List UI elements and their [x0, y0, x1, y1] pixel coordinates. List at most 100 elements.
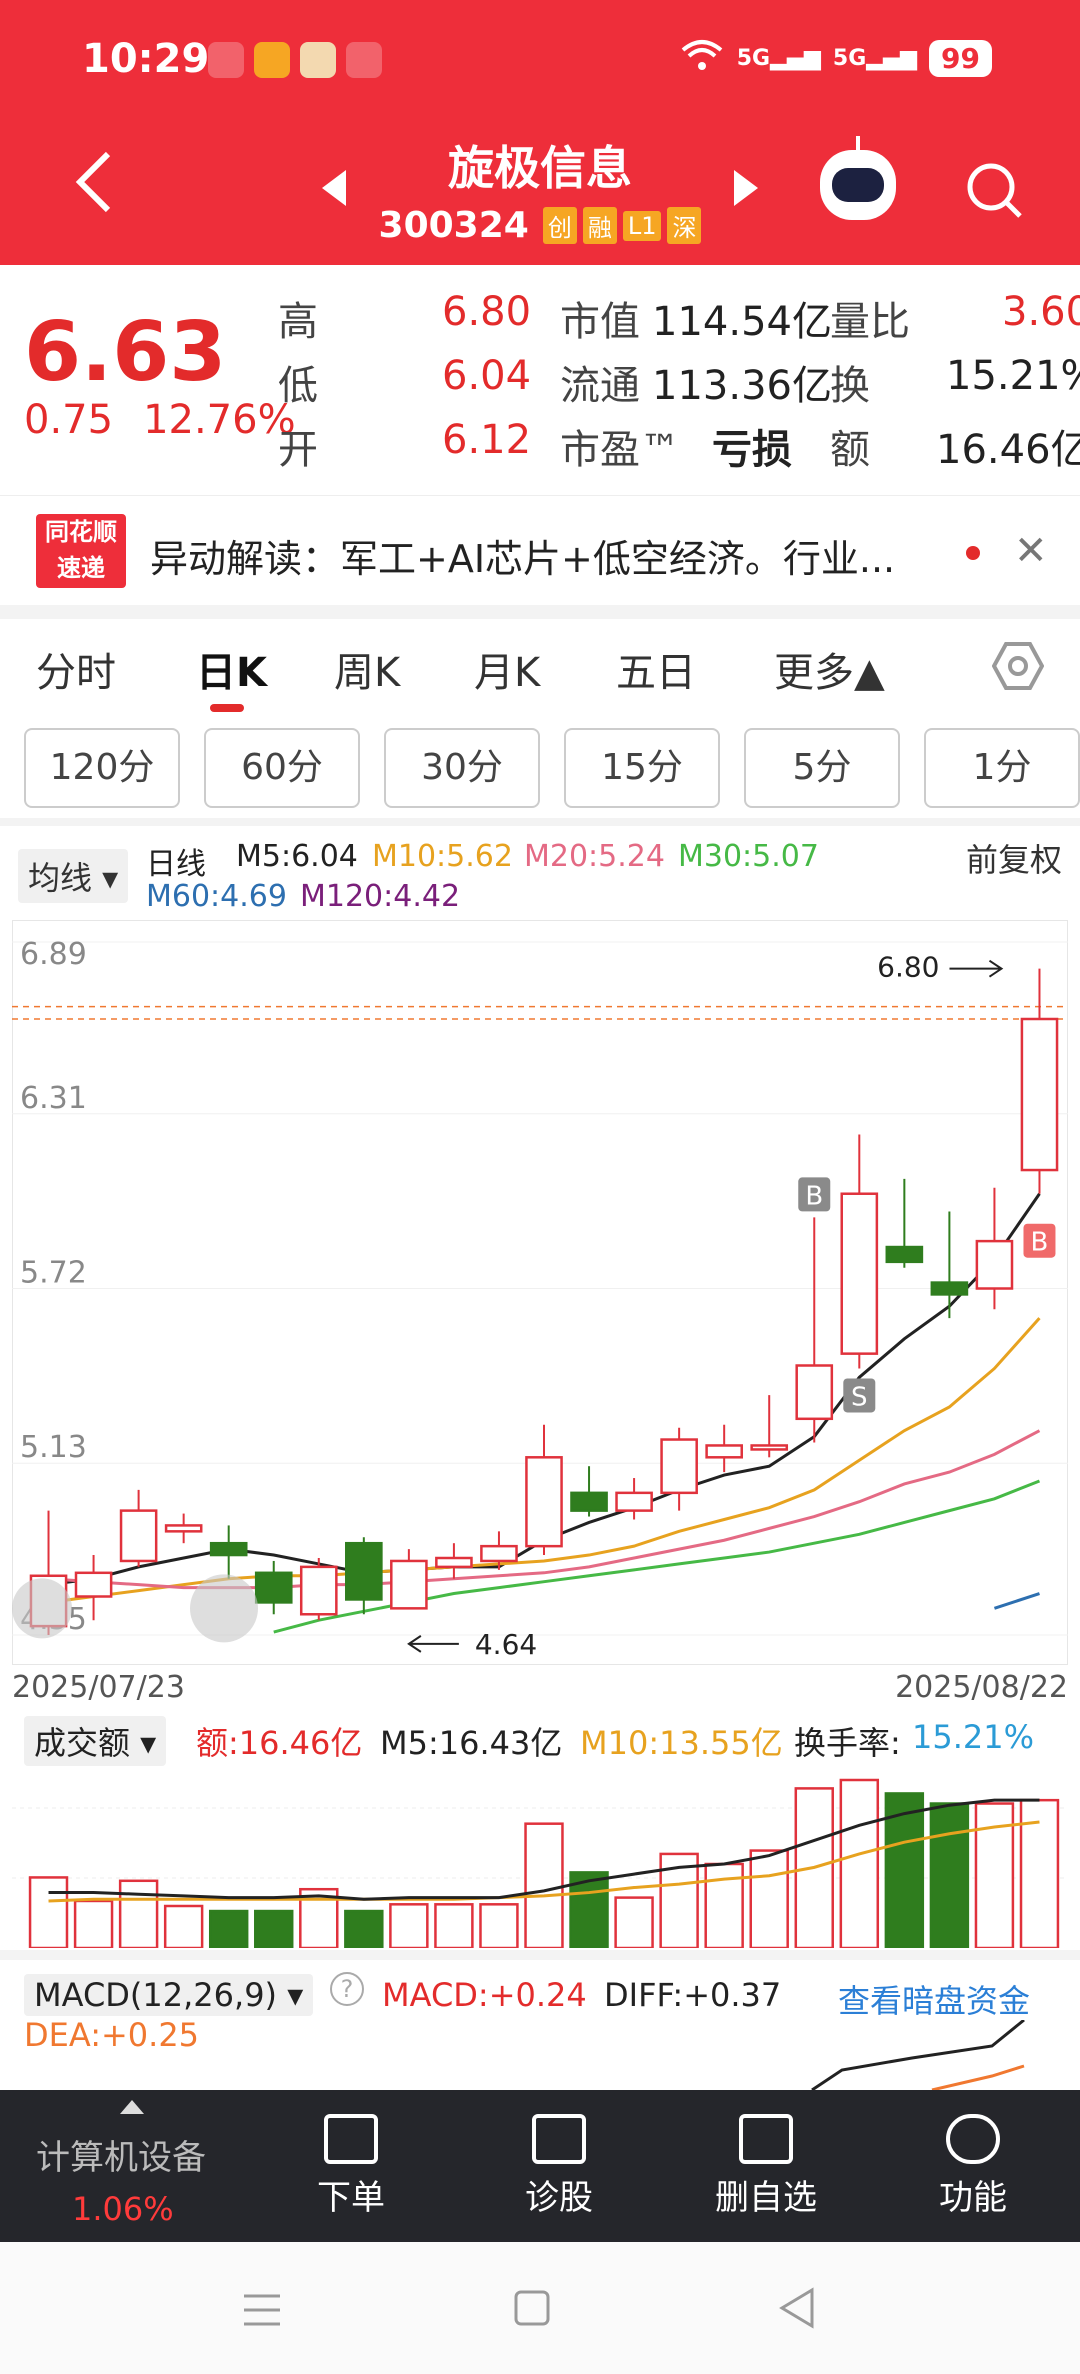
- volume-m10: M10:13.55亿: [580, 1724, 783, 1762]
- period-1m[interactable]: 1分: [924, 728, 1080, 808]
- news-logo: 同花顺 速递: [36, 514, 126, 588]
- change-percent: 12.76%: [143, 397, 296, 443]
- macd-dea-line: [931, 2064, 1025, 2090]
- current-price: 6.63: [24, 305, 227, 400]
- volume-selector[interactable]: 成交额 ▾: [24, 1716, 167, 1766]
- unread-dot: [966, 546, 980, 560]
- expand-up-icon[interactable]: [120, 2100, 144, 2114]
- ma-period-label: 日线: [146, 847, 206, 882]
- value-market-cap: 114.54亿: [652, 299, 832, 345]
- volume-bar: [344, 1909, 384, 1948]
- trade-marker: [1023, 1223, 1056, 1258]
- macd-chart: [811, 2020, 1025, 2090]
- sector-info[interactable]: 计算机设备 1.06%: [0, 2090, 250, 2242]
- news-text[interactable]: 异动解读：军工+AI芯片+低空经济。行业...: [150, 537, 896, 581]
- volume-bar: [254, 1909, 294, 1948]
- period-5m[interactable]: 5分: [744, 728, 900, 808]
- volume-bar: [434, 1903, 474, 1948]
- chart-tabs: 分时 日K 周K 月K 五日 更多▲: [0, 620, 1080, 720]
- macd-selector[interactable]: MACD(12,26,9) ▾: [24, 1974, 314, 2016]
- chart-frame: [12, 920, 1068, 1665]
- ma-5: M5:6.04: [236, 839, 358, 874]
- period-30m[interactable]: 30分: [384, 728, 540, 808]
- back-icon[interactable]: [70, 150, 118, 214]
- order-button[interactable]: 下单: [296, 2090, 406, 2242]
- volume-bar: [749, 1849, 789, 1948]
- label-market-cap: 市值: [560, 299, 640, 345]
- volume-legend: 成交额 ▾ 额:16.46亿 M5:16.43亿 M10:13.55亿 换手率:…: [0, 1710, 1080, 1770]
- help-icon[interactable]: ?: [330, 1972, 364, 2006]
- assistant-robot-icon[interactable]: [820, 136, 896, 220]
- y-tick-label: 6.31: [20, 1081, 87, 1116]
- volume-bar: [73, 1899, 114, 1948]
- search-icon[interactable]: [964, 160, 1024, 220]
- diagnose-button[interactable]: 诊股: [504, 2090, 614, 2242]
- trade-marker-label: S: [851, 1382, 868, 1412]
- label-low: 低: [278, 363, 318, 409]
- minus-box-icon: [739, 2114, 793, 2164]
- prev-stock-icon[interactable]: [322, 170, 346, 206]
- adjust-mode[interactable]: 前复权: [965, 841, 1062, 879]
- high-annotation: 6.80: [877, 951, 939, 984]
- ma-selector[interactable]: 均线 ▾: [18, 849, 129, 903]
- tab-daily-k[interactable]: 日K: [196, 650, 267, 696]
- label-float: 流通: [560, 363, 640, 409]
- tab-weekly-k[interactable]: 周K: [334, 650, 401, 696]
- y-tick-label: 6.89: [20, 937, 87, 972]
- tab-intraday[interactable]: 分时: [36, 650, 116, 696]
- label-turnover: 换: [830, 363, 870, 409]
- candle-body: [705, 1444, 743, 1459]
- back-nav-icon[interactable]: [776, 2286, 816, 2330]
- fullscreen-icon: [190, 1574, 258, 1643]
- sector-percent: 1.06%: [72, 2190, 174, 2228]
- tab-more[interactable]: 更多▲: [774, 650, 885, 696]
- close-icon[interactable]: ✕: [1014, 528, 1048, 574]
- volume-bar: [929, 1802, 970, 1948]
- volume-bar: [884, 1792, 925, 1948]
- dea-value: DEA:+0.25: [24, 2016, 200, 2054]
- settings-icon[interactable]: [992, 640, 1044, 692]
- label-volume-ratio: 量比: [830, 299, 910, 345]
- next-stock-icon[interactable]: [734, 170, 758, 206]
- volume-m5-line: [48, 1798, 1040, 1901]
- order-icon: [324, 2114, 378, 2164]
- news-bar[interactable]: 同花顺 速递 异动解读：军工+AI芯片+低空经济。行业... ✕: [0, 495, 1080, 605]
- volume-bar: [479, 1903, 519, 1948]
- expand-icon: [12, 1578, 72, 1639]
- quote-panel: 6.63 0.75 12.76% 高 6.80 市值 114.54亿 量比 3.6…: [0, 265, 1080, 495]
- candle-body: [930, 1281, 969, 1296]
- volume-chart: [12, 1778, 1068, 1948]
- ma-20: M20:5.24: [524, 839, 665, 874]
- candle-body: [615, 1491, 653, 1512]
- tab-monthly-k[interactable]: 月K: [474, 650, 541, 696]
- app-icon-3: [300, 42, 336, 78]
- candle-body: [975, 1239, 1014, 1290]
- candle-body: [795, 1364, 834, 1421]
- candle-body: [74, 1571, 113, 1598]
- turnover-value: 15.21%: [912, 1718, 1035, 1756]
- period-15m[interactable]: 15分: [564, 728, 720, 808]
- volume-bar: [28, 1876, 69, 1948]
- diff-value: DIFF:+0.37: [604, 1976, 782, 2014]
- period-60m[interactable]: 60分: [204, 728, 360, 808]
- candle-body: [480, 1544, 518, 1563]
- candle-body: [570, 1491, 608, 1512]
- tab-five-day[interactable]: 五日: [616, 650, 696, 696]
- home-icon[interactable]: [512, 2288, 552, 2328]
- recent-apps-icon[interactable]: [240, 2290, 284, 2330]
- y-tick-label: 5.72: [20, 1256, 87, 1291]
- volume-bar: [163, 1904, 204, 1948]
- remove-watchlist-button[interactable]: 删自选: [706, 2090, 826, 2242]
- app-icon-2: [254, 42, 290, 78]
- function-button[interactable]: 功能: [918, 2090, 1028, 2242]
- change-amount: 0.75: [24, 397, 114, 443]
- candle-body: [164, 1524, 203, 1533]
- dark-pool-link[interactable]: 查看暗盘资金: [838, 1982, 1031, 2020]
- ma-line-m60: [993, 1592, 1040, 1610]
- signal-2-icon: 5G▂▄▆: [832, 45, 918, 71]
- candle-body: [750, 1444, 789, 1451]
- tag-chuang: 创: [542, 207, 577, 244]
- volume-bar: [524, 1822, 564, 1948]
- period-120m[interactable]: 120分: [24, 728, 180, 808]
- candlestick-chart[interactable]: 6.896.315.725.134.55BSB6.804.64: [12, 920, 1068, 1665]
